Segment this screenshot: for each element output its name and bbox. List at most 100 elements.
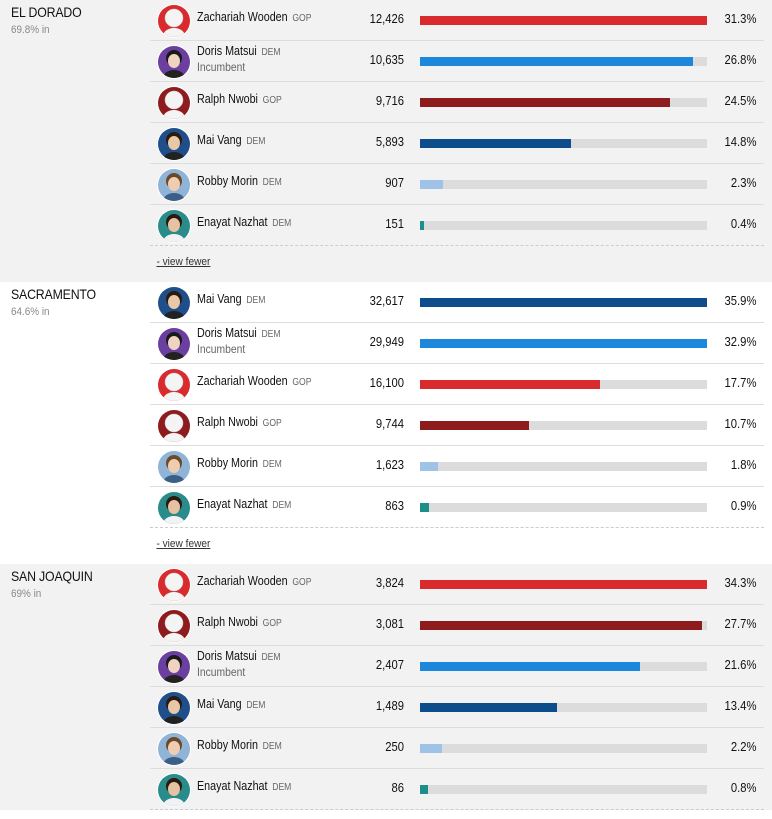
vote-percent: 34.3% <box>724 576 756 590</box>
candidate-row: Zachariah Wooden GOP 3,824 34.3% <box>150 564 764 605</box>
party-label: DEM <box>246 136 266 147</box>
vote-share-fill <box>420 298 707 307</box>
vote-percent: 14.8% <box>724 135 756 149</box>
candidate-avatar <box>157 168 191 202</box>
candidate-name-block: Ralph Nwobi GOP <box>197 415 282 429</box>
candidate-row: Enayat Nazhat DEM 863 0.9% <box>150 487 764 528</box>
vote-share-fill <box>420 180 444 189</box>
vote-percent: 13.4% <box>724 699 756 713</box>
vote-share-bar <box>420 703 707 712</box>
county-header: SACRAMENTO 64.6% in <box>11 286 108 318</box>
candidate-row: Doris Matsui DEM Incumbent 2,407 21.6% <box>150 646 764 687</box>
candidate-name-block: Robby Morin DEM <box>197 456 282 470</box>
county-section-el-dorado: EL DORADO 69.8% in Zachariah Wooden GOP 1… <box>0 0 772 282</box>
vote-percent: 31.3% <box>724 12 756 26</box>
vote-percent: 2.3% <box>730 176 756 190</box>
precincts-reporting: 69.8% in <box>11 24 50 36</box>
party-label: DEM <box>272 218 292 229</box>
vote-count: 250 <box>385 740 404 754</box>
candidate-name: Enayat Nazhat <box>197 779 268 793</box>
candidate-avatar <box>157 327 191 361</box>
candidate-row: Mai Vang DEM 32,617 35.9% <box>150 282 764 323</box>
vote-share-fill <box>420 580 707 589</box>
candidate-row: Zachariah Wooden GOP 16,100 17.7% <box>150 364 764 405</box>
candidate-name-block: Mai Vang DEM <box>197 133 265 147</box>
vote-share-bar <box>420 462 707 471</box>
vote-share-bar <box>420 503 707 512</box>
candidate-name: Zachariah Wooden <box>197 10 288 24</box>
vote-count: 1,623 <box>375 458 404 472</box>
candidate-row: Ralph Nwobi GOP 9,744 10.7% <box>150 405 764 446</box>
candidate-row: Robby Morin DEM 907 2.3% <box>150 164 764 205</box>
candidate-avatar <box>157 368 191 402</box>
candidate-avatar <box>157 650 191 684</box>
candidate-name: Doris Matsui <box>197 44 257 58</box>
party-label: DEM <box>261 329 281 340</box>
candidate-avatar <box>157 773 191 807</box>
candidate-row: Ralph Nwobi GOP 3,081 27.7% <box>150 605 764 646</box>
candidate-name: Robby Morin <box>197 456 258 470</box>
vote-share-fill <box>420 221 425 230</box>
vote-count: 9,716 <box>375 94 404 108</box>
vote-share-fill <box>420 98 670 107</box>
party-label: DEM <box>272 500 292 511</box>
vote-count: 10,635 <box>369 53 404 67</box>
candidate-avatar <box>157 45 191 79</box>
vote-share-fill <box>420 421 530 430</box>
candidate-avatar <box>157 568 191 602</box>
candidate-name-block: Robby Morin DEM <box>197 174 282 188</box>
vote-share-bar <box>420 744 707 753</box>
vote-percent: 32.9% <box>724 335 756 349</box>
view-fewer-link[interactable]: - view fewer <box>156 256 211 268</box>
vote-percent: 0.8% <box>730 781 756 795</box>
party-label: GOP <box>292 377 312 388</box>
precincts-reporting: 69% in <box>11 588 42 600</box>
vote-share-bar <box>420 16 707 25</box>
candidate-name: Zachariah Wooden <box>197 374 288 388</box>
vote-count: 29,949 <box>369 335 404 349</box>
candidate-name: Zachariah Wooden <box>197 574 288 588</box>
vote-share-bar <box>420 221 707 230</box>
vote-share-fill <box>420 139 571 148</box>
party-label: DEM <box>261 47 281 58</box>
candidate-name: Mai Vang <box>197 697 242 711</box>
vote-share-bar <box>420 339 707 348</box>
candidate-row: Robby Morin DEM 1,623 1.8% <box>150 446 764 487</box>
vote-share-fill <box>420 16 707 25</box>
vote-count: 2,407 <box>375 658 404 672</box>
candidate-name-block: Doris Matsui DEM Incumbent <box>197 44 281 75</box>
vote-count: 907 <box>385 176 404 190</box>
party-label: GOP <box>292 577 312 588</box>
candidate-name-block: Doris Matsui DEM Incumbent <box>197 326 281 357</box>
candidate-name-block: Ralph Nwobi GOP <box>197 92 282 106</box>
candidate-name: Robby Morin <box>197 738 258 752</box>
vote-share-bar <box>420 421 707 430</box>
candidate-name: Ralph Nwobi <box>197 415 258 429</box>
county-section-sacramento: SACRAMENTO 64.6% in Mai Vang DEM 32,617 3… <box>0 282 772 564</box>
vote-percent: 35.9% <box>724 294 756 308</box>
candidate-row: Zachariah Wooden GOP 12,426 31.3% <box>150 0 764 41</box>
party-label: DEM <box>261 652 281 663</box>
candidate-name: Doris Matsui <box>197 649 257 663</box>
vote-percent: 0.9% <box>730 499 756 513</box>
vote-count: 32,617 <box>369 294 404 308</box>
incumbent-label: Incumbent <box>197 60 246 74</box>
candidate-name: Ralph Nwobi <box>197 92 258 106</box>
county-name: SAN JOAQUIN <box>11 568 93 584</box>
vote-count: 3,081 <box>375 617 404 631</box>
candidate-avatar <box>157 127 191 161</box>
vote-count: 12,426 <box>369 12 404 26</box>
candidate-name: Mai Vang <box>197 133 242 147</box>
vote-count: 9,744 <box>375 417 404 431</box>
vote-share-fill <box>420 621 703 630</box>
candidate-name-block: Zachariah Wooden GOP <box>197 574 311 588</box>
precincts-reporting: 64.6% in <box>11 306 50 318</box>
vote-share-bar <box>420 57 707 66</box>
county-name: SACRAMENTO <box>11 286 96 302</box>
vote-share-fill <box>420 785 429 794</box>
candidate-row: Enayat Nazhat DEM 86 0.8% <box>150 769 764 810</box>
view-fewer-link[interactable]: - view fewer <box>156 538 211 550</box>
party-label: GOP <box>262 618 282 629</box>
party-label: DEM <box>262 459 282 470</box>
